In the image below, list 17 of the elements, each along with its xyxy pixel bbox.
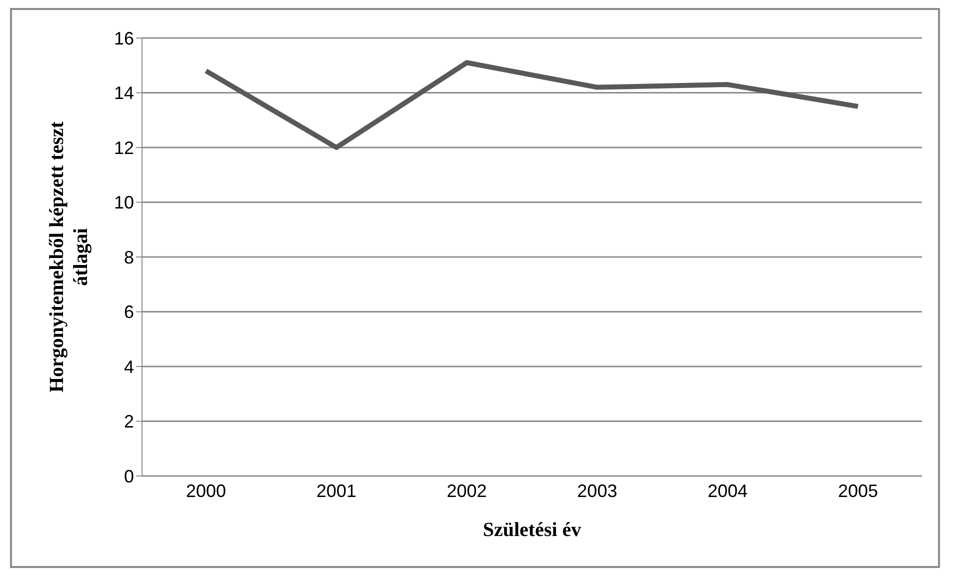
x-tick-label: 2005: [838, 480, 878, 501]
y-tick-label: 4: [124, 356, 134, 377]
y-tick-label: 0: [124, 466, 134, 486]
y-tick-label: 14: [114, 83, 134, 104]
y-tick-label: 12: [114, 138, 134, 158]
x-tick-label: 2000: [186, 480, 226, 501]
x-tick-label: 2002: [446, 480, 487, 501]
x-tick-label: 2004: [708, 480, 748, 501]
y-axis-title: Horgonyitemekből képzett teszt átlagai: [46, 121, 92, 393]
y-tick-label: 8: [124, 247, 134, 268]
y-tick-label: 16: [114, 28, 134, 48]
y-tick-label: 10: [114, 192, 134, 213]
y-tick-label: 2: [124, 412, 134, 432]
x-tick-label: 2003: [577, 480, 618, 501]
x-tick-label: 2001: [316, 480, 356, 501]
x-axis-title: Születési év: [482, 519, 582, 541]
y-tick-label: 6: [124, 302, 134, 322]
